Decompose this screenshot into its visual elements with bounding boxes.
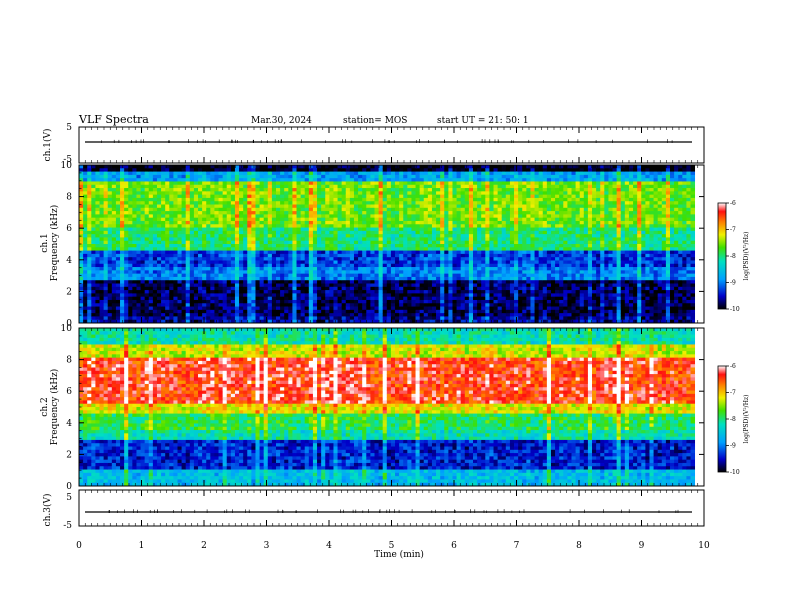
ch1-ytick-top: 5 xyxy=(66,123,72,133)
xtick-label: 0 xyxy=(76,541,82,551)
station-label: station= MOS xyxy=(343,116,407,126)
colorbar-tick-label: -10 xyxy=(730,306,740,313)
ch1-spectrogram-panel: 0 2 4 6 8 10 ch.1 Frequency (kHz) -6 -7 -8 -9 -10… xyxy=(40,161,750,329)
ytick-label: 4 xyxy=(66,256,72,266)
colorbar-tick-label: -8 xyxy=(730,253,736,260)
ch2-channel-label: ch.2 xyxy=(40,397,50,416)
ch1-spectrogram-yticks: 0 2 4 6 8 10 xyxy=(61,161,704,329)
ytick-label: 4 xyxy=(66,419,72,429)
colorbar-ramp xyxy=(717,365,727,473)
xtick-label: 6 xyxy=(451,541,457,551)
ytick-label: 10 xyxy=(61,324,73,334)
xtick-label: 7 xyxy=(514,541,520,551)
ch1-waveform-ylabel: ch.1(V) xyxy=(42,129,53,162)
ch1-colorbar: -6 -7 -8 -9 -10 log(PSD)(V²/Hz) xyxy=(717,200,750,313)
ch1-spectrogram-heatmap xyxy=(79,165,704,324)
xtick-label: 2 xyxy=(201,541,207,551)
xtick-label: 1 xyxy=(139,541,145,551)
colorbar-tick-label: -7 xyxy=(730,390,736,397)
ytick-label: 10 xyxy=(61,161,73,171)
start-time-label: start UT = 21: 50: 1 xyxy=(437,116,529,126)
ytick-label: 6 xyxy=(66,224,72,234)
ytick-label: 0 xyxy=(66,319,72,329)
ch3-waveform-panel: 5 -5 ch.3(V) xyxy=(42,489,705,531)
time-axis-ticks: 0 1 2 3 4 5 6 7 8 9 10 xyxy=(76,127,710,551)
xtick-label: 4 xyxy=(326,541,332,551)
colorbar-tick-label: -9 xyxy=(730,280,736,287)
ytick-label: 6 xyxy=(66,387,72,397)
ch2-spectrogram-panel: 0 2 4 6 8 10 ch.2 Frequency (kHz) -6 -7 -8 -9 -10… xyxy=(40,324,750,492)
ytick-label: 0 xyxy=(66,482,72,492)
ch2-spectrogram-yticks: 0 2 4 6 8 10 xyxy=(61,324,704,492)
colorbar-tick-label: -9 xyxy=(730,443,736,450)
ch3-ytick-bottom: -5 xyxy=(63,521,72,531)
date-label: Mar.30, 2024 xyxy=(251,116,312,126)
xtick-label: 9 xyxy=(639,541,645,551)
ch2-spectrogram-heatmap xyxy=(79,328,704,487)
ch2-frequency-label: Frequency (kHz) xyxy=(49,369,60,446)
time-axis-label: Time (min) xyxy=(374,549,424,560)
colorbar-tick-label: -8 xyxy=(730,416,736,423)
colorbar-tick-label: -6 xyxy=(730,200,736,207)
xtick-label: 10 xyxy=(698,541,710,551)
ytick-label: 8 xyxy=(66,193,72,203)
colorbar-ramp xyxy=(717,202,727,310)
ytick-label: 2 xyxy=(66,287,72,297)
ch2-colorbar: -6 -7 -8 -9 -10 log(PSD)(V²/Hz) xyxy=(717,363,750,476)
ch3-ytick-top: 5 xyxy=(66,493,72,503)
ch1-ytick-bottom: -5 xyxy=(63,155,72,165)
ch1-channel-label: ch.1 xyxy=(40,233,50,252)
xtick-label: 8 xyxy=(576,541,582,551)
ytick-label: 2 xyxy=(66,450,72,460)
ytick-label: 8 xyxy=(66,356,72,366)
colorbar-label: log(PSD)(V²/Hz) xyxy=(743,395,750,444)
xtick-label: 5 xyxy=(389,541,395,551)
ch1-frequency-label: Frequency (kHz) xyxy=(49,205,60,282)
colorbar-tick-label: -10 xyxy=(730,469,740,476)
colorbar-tick-label: -7 xyxy=(730,227,736,234)
figure-title: VLF Spectra xyxy=(78,113,149,126)
colorbar-tick-label: -6 xyxy=(730,363,736,370)
xtick-label: 3 xyxy=(264,541,270,551)
colorbar-label: log(PSD)(V²/Hz) xyxy=(743,232,750,281)
ch3-waveform-ylabel: ch.3(V) xyxy=(42,494,53,527)
